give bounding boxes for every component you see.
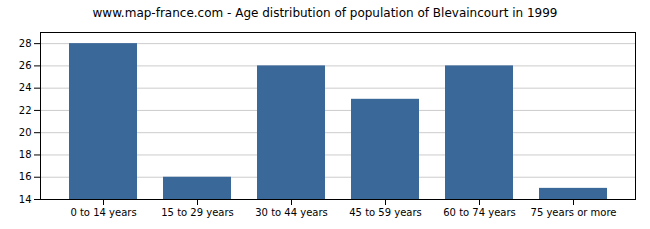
svg-text:24: 24 bbox=[19, 82, 32, 93]
svg-text:26: 26 bbox=[19, 60, 32, 71]
svg-text:30 to 44 years: 30 to 44 years bbox=[255, 207, 328, 218]
svg-text:60 to 74 years: 60 to 74 years bbox=[443, 207, 516, 218]
svg-text:20: 20 bbox=[19, 127, 32, 138]
svg-text:75 years or more: 75 years or more bbox=[531, 207, 617, 218]
svg-text:18: 18 bbox=[19, 149, 32, 160]
svg-text:16: 16 bbox=[19, 171, 32, 182]
svg-text:22: 22 bbox=[19, 105, 32, 116]
svg-text:45 to 59 years: 45 to 59 years bbox=[349, 207, 422, 218]
svg-text:14: 14 bbox=[19, 194, 32, 205]
svg-text:15 to 29 years: 15 to 29 years bbox=[161, 207, 234, 218]
svg-text:0 to 14 years: 0 to 14 years bbox=[70, 207, 136, 218]
html-text:www.map-france.com - Age distr: www.map-france.com - Age distribution of… bbox=[92, 6, 558, 20]
svg-text:28: 28 bbox=[19, 38, 32, 49]
